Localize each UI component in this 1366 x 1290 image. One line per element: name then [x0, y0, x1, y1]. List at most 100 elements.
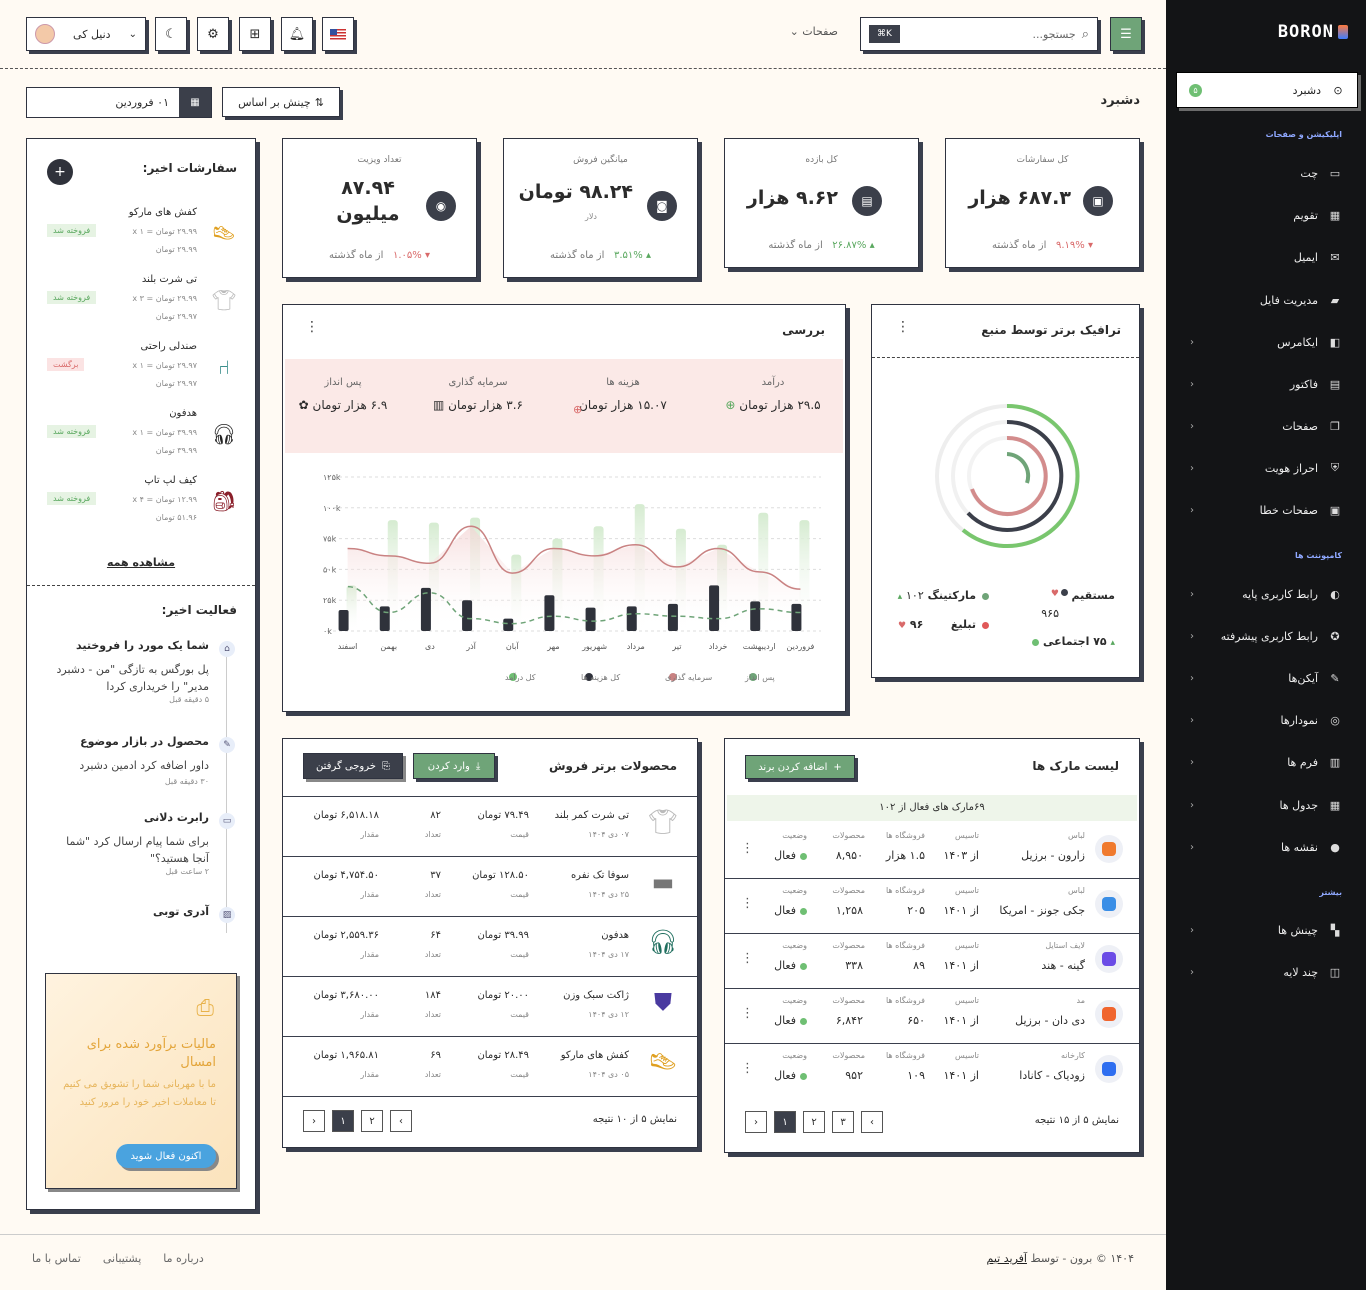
sort-button[interactable]: ⇅ چینش بر اساس	[222, 87, 340, 117]
team-link[interactable]: آفرید تیم	[986, 1252, 1027, 1265]
brand-logo[interactable]: BORON	[1278, 22, 1348, 42]
export-button[interactable]: ⎘ خروجی گرفتن	[303, 753, 403, 779]
bar-expense	[462, 600, 473, 631]
section-more: بیشتر	[1319, 888, 1342, 897]
stat-card-return: کل بازده ▤ ۹.۶۲ هزار ▴ ۲۶.۸۷% از ماه گذش…	[724, 138, 919, 268]
date-picker[interactable]: ▦ ۰۱ فروردین	[26, 87, 212, 118]
sidebar-item[interactable]: ▦ تقویم	[1293, 208, 1341, 222]
table-row[interactable]: ▬ سوفا تک نفره ۲۵ دی ۱۴۰۴ ۱۲۸.۵۰ تومان قیمت ۳…	[283, 856, 697, 916]
page-2-button[interactable]: ۲	[803, 1111, 825, 1133]
status-badge: فروخته شد	[47, 492, 97, 505]
list-item[interactable]: 🎧︎ هدفون ۳۹.۹۹ تومان = x ۱ ۳۹.۹۹ تومان فروخت…	[27, 408, 255, 468]
page-1-button[interactable]: ۱	[332, 1110, 354, 1132]
dark-mode-button[interactable]: ☾	[155, 17, 187, 51]
sidebar-item[interactable]: ❐ صفحات ‹	[1190, 416, 1342, 436]
activate-button[interactable]: اکنون فعال شوید	[116, 1144, 216, 1168]
sidebar-item[interactable]: ◫ چند لایه ‹	[1190, 965, 1341, 979]
sidebar-item[interactable]: ◎ نمودارها ‹	[1190, 710, 1342, 730]
shirt-thumb-icon: 👕︎	[647, 808, 679, 836]
chevron-down-icon: ⌄	[789, 25, 799, 38]
sidebar-item[interactable]: ▭ چت	[1300, 166, 1341, 180]
search-input[interactable]: جستجو...	[1032, 27, 1076, 41]
bar-expense	[791, 603, 802, 631]
more-options-icon[interactable]: ⋮	[741, 1006, 754, 1021]
next-page-button[interactable]: ›	[390, 1110, 412, 1132]
shop-icon: ⌂	[219, 641, 235, 657]
table-row[interactable]: 👟︎ کفش های مارکو ۰۵ دی ۱۴۰۴ ۲۸.۴۹ تومان قیمت…	[283, 1036, 697, 1096]
list-item[interactable]: 👟︎ کفش های مارکو ۲۹.۹۹ تومان = x ۱ ۲۹.۹۹ تو…	[27, 207, 255, 267]
table-row[interactable]: 👕︎ تی شرت کمر بلند ۰۷ دی ۱۴۰۴ ۷۹.۴۹ تومان قی…	[283, 796, 697, 856]
more-options-icon[interactable]: ⋮	[896, 319, 910, 335]
table-row[interactable]: 🎧︎ هدفون ۱۷ دی ۱۴۰۴ ۳۹.۹۹ تومان قیمت ۶۴ تعداد ۲…	[283, 916, 697, 976]
prev-page-button[interactable]: ‹	[745, 1111, 767, 1133]
invoice-icon: ▤	[1329, 377, 1341, 391]
list-item[interactable]: 👕︎ تی شرت بلند ۲۹.۹۹ تومان = x ۳ ۲۹.۹۷ توما…	[27, 274, 255, 334]
sidebar-item[interactable]: ▤ فاکتور ‹	[1190, 377, 1341, 391]
sidebar-item-dashboard[interactable]: ⊙ دشبرد ۵	[1176, 72, 1358, 108]
contact-link[interactable]: تماس با ما	[32, 1252, 81, 1265]
add-order-button[interactable]: +	[47, 159, 73, 185]
review-chart: ۰k ۲۵k ۵۰k ۷۵k ۱۰۰k ۱۲۵k فروردین اردیبهشت خرداد ت…	[323, 473, 821, 682]
more-options-icon[interactable]: ⋮	[305, 319, 319, 335]
sidebar-item[interactable]: ✎ آیکن‌ها ‹	[1190, 668, 1342, 688]
language-button[interactable]	[322, 17, 354, 51]
sidebar-item[interactable]: ▚ چینش ها ‹	[1190, 920, 1342, 940]
view-all-link[interactable]: مشاهده همه	[106, 556, 176, 569]
sidebar-item[interactable]: ▥ فرم ها ‹	[1190, 755, 1341, 769]
table-row[interactable]: ⛊ ژاکت سبک وزن ۱۲ دی ۱۴۰۴ ۲۰.۰۰ تومان قیمت ۱۸…	[283, 976, 697, 1036]
list-item[interactable]: ⑁ صندلی راحتی ۲۹.۹۷ تومان = x ۱ ۲۹.۹۷ تومان…	[27, 341, 255, 401]
page-3-button[interactable]: ۳	[832, 1111, 854, 1133]
x-tick-label: دی	[425, 642, 435, 651]
legend-dot	[982, 592, 989, 600]
legend-label: پس انداز	[744, 673, 775, 682]
x-tick-label: شهریور	[581, 642, 607, 651]
notifications-button[interactable]: 🔔︎	[281, 17, 313, 51]
table-row[interactable]: مد دی دان - برزیل تاسیس از ۱۴۰۱ فروشگاه ها ۶۵…	[725, 988, 1139, 1043]
import-button[interactable]: ⤓ وارد کردن	[413, 753, 495, 779]
sidebar-item[interactable]: ✉ ایمیل	[1190, 247, 1342, 267]
kpi-expenses: هزینه ها ۱۵.۰۷ هزار تومان ⊕	[573, 377, 667, 416]
calendar-icon: ▦	[1329, 208, 1341, 222]
next-page-button[interactable]: ›	[861, 1111, 883, 1133]
menu-toggle-button[interactable]: ☰	[1110, 17, 1142, 51]
sidebar-item[interactable]: ▰ مدیریت فایل	[1190, 290, 1342, 310]
more-options-icon[interactable]: ⋮	[741, 896, 754, 911]
list-item[interactable]: 🎒︎ کیف لپ تاپ ۱۲.۹۹ تومان = x ۴ ۵۱.۹۶ تومان…	[27, 475, 255, 535]
apps-button[interactable]: ⊞	[239, 17, 271, 51]
sidebar-item[interactable]: ▦ جدول ها ‹	[1190, 798, 1341, 812]
brand-logo-mark	[1102, 952, 1116, 966]
table-row[interactable]: لایف استایل گینه - هند تاسیس از ۱۴۰۱ فروشگاه…	[725, 933, 1139, 988]
sidebar-item[interactable]: ◧ ایکامرس ‹	[1190, 335, 1341, 349]
user-menu[interactable]: ⌄ دنیل کی	[26, 17, 146, 51]
pages-dropdown[interactable]: صفحات ⌄	[789, 25, 838, 38]
sidebar-item[interactable]: ● نقشه ها ‹	[1190, 837, 1342, 857]
chevron-left-icon: ‹	[1190, 336, 1194, 348]
sidebar-item[interactable]: ▣ صفحات خطا ‹	[1190, 503, 1341, 517]
add-brand-button[interactable]: + اضافه کردن برند	[745, 755, 855, 779]
section-components: کامپوننت ها	[1295, 551, 1342, 560]
prev-page-button[interactable]: ‹	[303, 1110, 325, 1132]
brand-logo-mark	[1102, 1062, 1116, 1076]
orders-activity-card: سفارشات اخیر: + 👟︎ کفش های مارکو ۲۹.۹۹ توم…	[26, 138, 256, 1210]
sidebar-item[interactable]: ⛨ احراز هویت ‹	[1190, 458, 1342, 478]
moon-icon: ☾	[165, 26, 177, 42]
about-link[interactable]: درباره ما	[163, 1252, 204, 1265]
table-row[interactable]: لباس زارون - برزیل تاسیس از ۱۴۰۳ فروشگاه ها ۱…	[725, 823, 1139, 878]
brand-logo-mark	[1102, 897, 1116, 911]
settings-button[interactable]: ⚙	[197, 17, 229, 51]
notification-badge: ۵	[1189, 83, 1202, 97]
sidebar-item[interactable]: ✪ رابط کاربری پیشرفته ‹	[1190, 626, 1342, 646]
trend-down-icon: ♥	[1050, 589, 1059, 599]
page-title: دشبرد	[1100, 93, 1140, 108]
more-options-icon[interactable]: ⋮	[741, 951, 754, 966]
table-row[interactable]: کارخانه زودیاک - کانادا تاسیس از ۱۴۰۱ فروشگا…	[725, 1043, 1139, 1098]
more-options-icon[interactable]: ⋮	[741, 1061, 754, 1076]
more-options-icon[interactable]: ⋮	[741, 841, 754, 856]
support-link[interactable]: پشتیبانی	[102, 1252, 142, 1265]
search-box[interactable]: ⌕ جستجو... K⌘	[860, 17, 1098, 51]
page-1-button[interactable]: ۱	[774, 1111, 796, 1133]
page-2-button[interactable]: ۲	[361, 1110, 383, 1132]
brand-logo-icon	[1095, 945, 1123, 973]
table-row[interactable]: لباس جکی جونز - امریکا تاسیس از ۱۴۰۱ فروشگاه…	[725, 878, 1139, 933]
sidebar-item[interactable]: ◐ رابط کاربری پایه ‹	[1190, 584, 1342, 604]
